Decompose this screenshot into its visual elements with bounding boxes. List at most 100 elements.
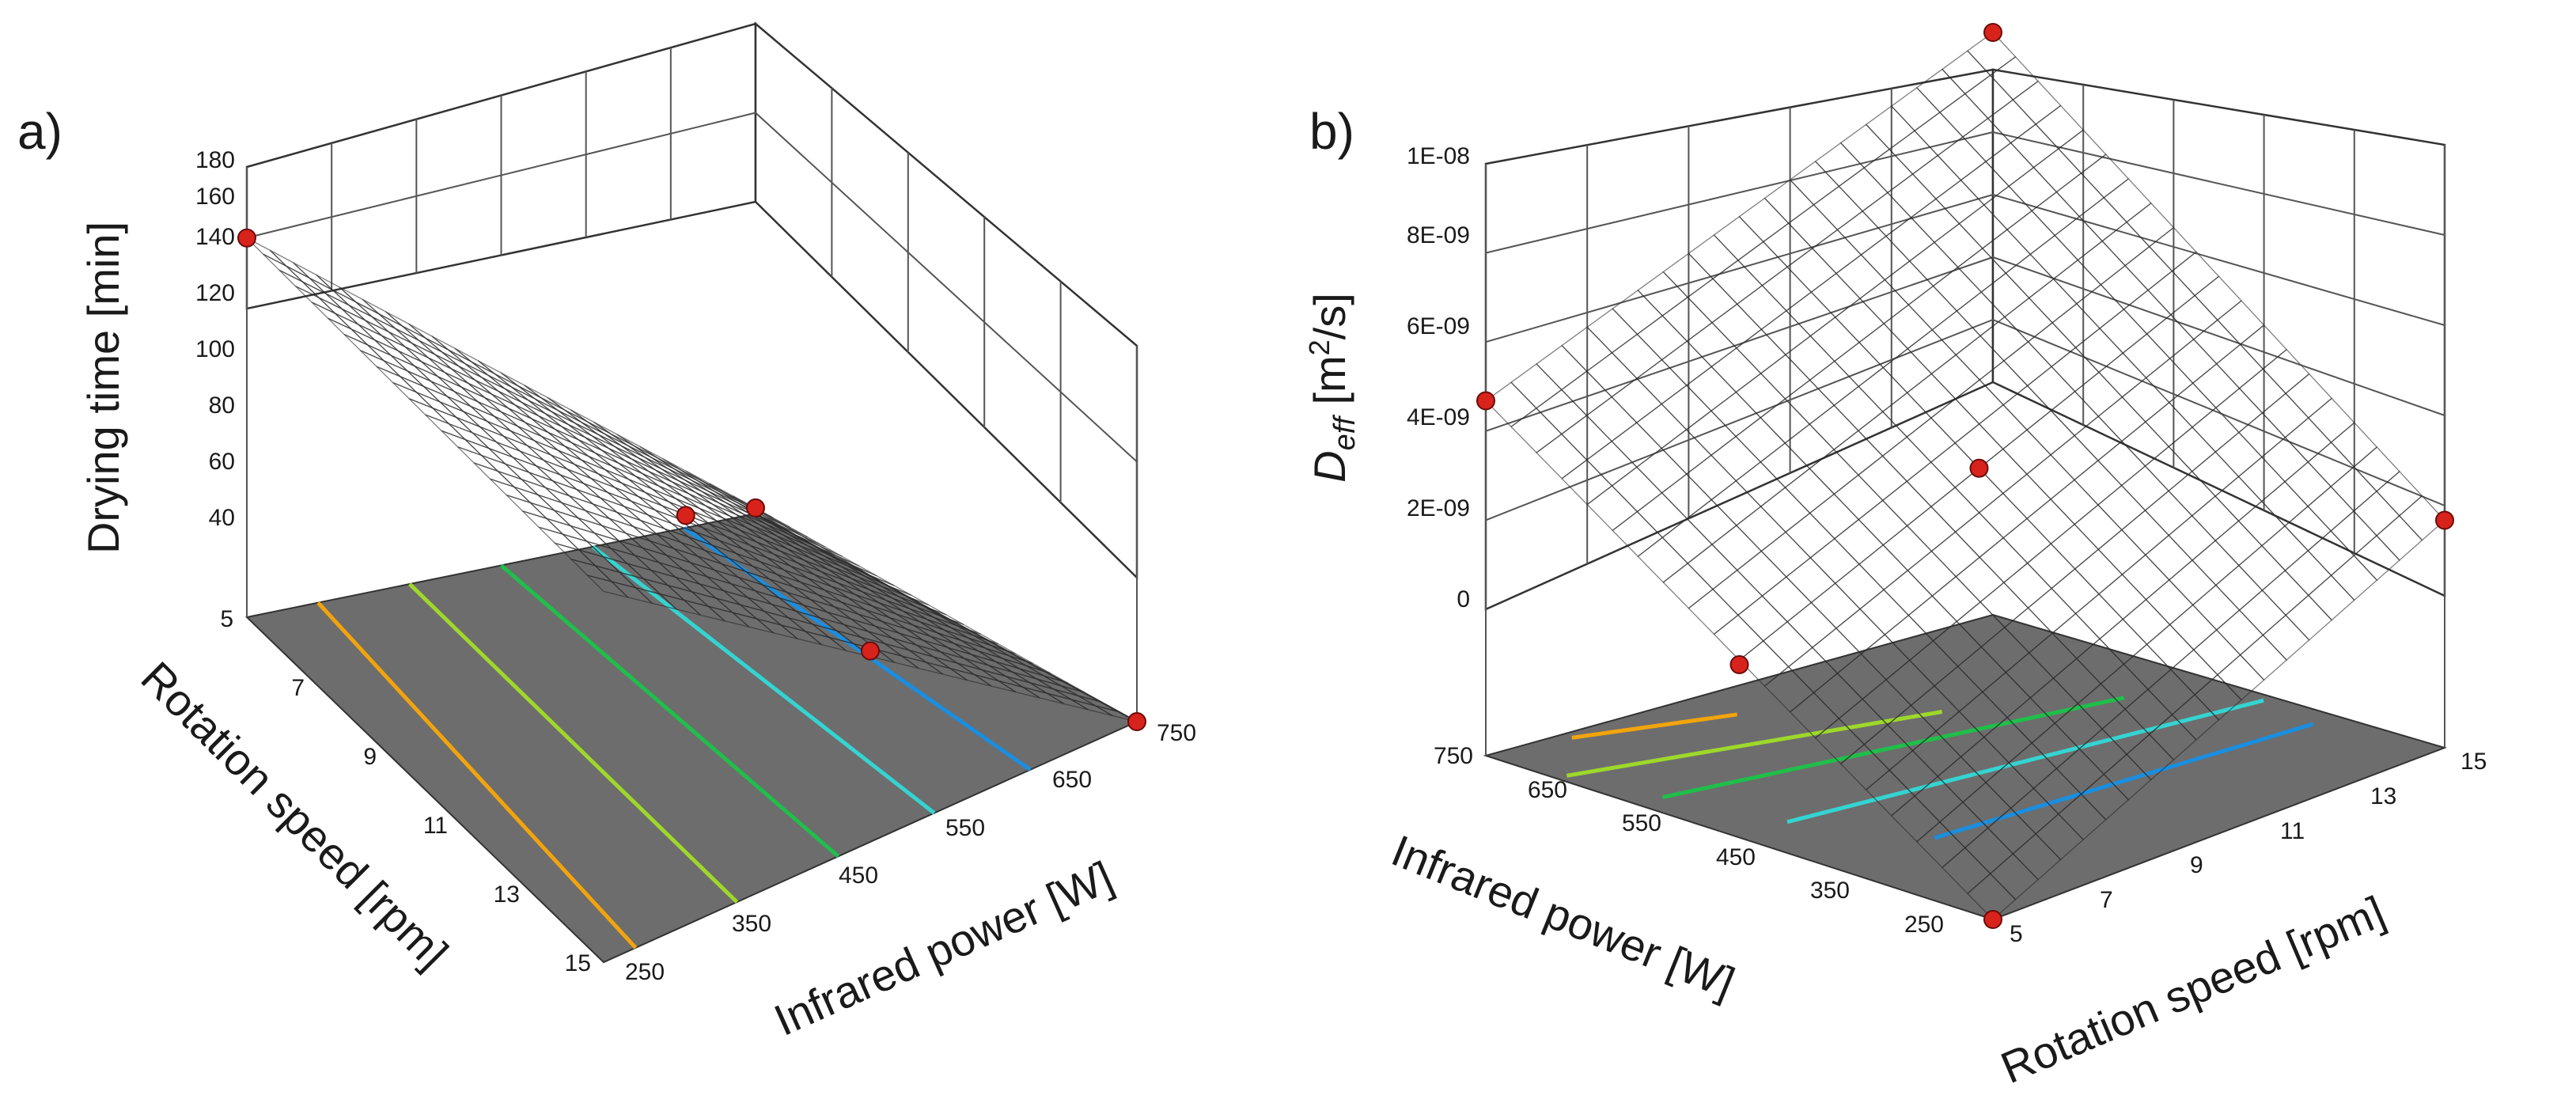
b-design-point (1969, 458, 1989, 478)
chart-a-x-tick: 250 (625, 959, 665, 985)
b-surface-cell (1712, 569, 1763, 616)
a-surface-cell (460, 386, 502, 413)
chart-b-z-axis-label-unit: [m (1305, 355, 1354, 417)
chart-b-z-axis-label-superscript: 2 (1303, 339, 1335, 355)
b-surface-cell (2122, 598, 2171, 646)
b-surface-cell (2120, 465, 2170, 511)
b-surface-cell (2145, 578, 2194, 626)
b-surface-cell (1786, 601, 1837, 649)
chart-a-x-tick: 450 (839, 862, 878, 889)
b-surface-cell (1736, 550, 1787, 597)
a-surface-cell (397, 350, 438, 377)
b-design-point (1476, 391, 1495, 411)
chart-a-x-tick: 550 (945, 815, 985, 841)
chart-b-x-tick: 550 (1622, 810, 1661, 836)
chart-a-z-tick: 180 (195, 147, 235, 173)
b-surface-cell (1906, 506, 1957, 552)
b-design-point (1983, 910, 2002, 929)
chart-b-x-tick: 450 (1716, 844, 1756, 870)
a-surface-cell (453, 391, 495, 417)
chart-b-y-tick: 13 (2370, 783, 2396, 809)
b-surface-cell (1737, 595, 1789, 642)
b-wall-gridline (1992, 131, 2445, 236)
a-contour-line (408, 582, 739, 904)
a-wall-gridline (246, 112, 756, 239)
b-design-point (2435, 510, 2454, 530)
chart-b-z-tick: 4E-09 (1407, 404, 1470, 430)
chart-b-x-tick: 650 (1528, 777, 1567, 803)
chart-a-x-tick: 750 (1157, 720, 1196, 746)
b-surface-cell (1906, 461, 1957, 508)
a-surface-cell (381, 335, 422, 362)
chart-a: 40 60 80 100 120 140 160 180 5 7 9 11 13… (17, 21, 1196, 1045)
chart-b-z-tick: 8E-09 (1407, 222, 1470, 248)
chart-b-z-tick: 0 (1457, 586, 1470, 612)
a-surface-cell (343, 333, 385, 362)
b-contour-line (1786, 698, 2264, 825)
a-surface-cell (501, 411, 542, 437)
b-surface-cell (1882, 525, 1933, 571)
chart-b-z-tick: 1E-08 (1407, 143, 1470, 169)
b-wall-gridline (1992, 194, 2445, 326)
chart-a-y-tick: 15 (565, 950, 591, 976)
a-surface-cell (446, 396, 488, 422)
b-surface-cell (1762, 620, 1813, 668)
a-surface-cell (557, 449, 599, 475)
chart-b-surface (1485, 32, 2445, 920)
b-design-point (1729, 655, 1749, 674)
b-surface-cell (1713, 614, 1764, 662)
b-surface-cell (2120, 510, 2170, 556)
chart-b-x-tick: 750 (1434, 743, 1473, 769)
a-surface-cell (407, 370, 448, 397)
chart-a-x-ticks: 250 350 450 550 650 750 (625, 720, 1196, 985)
a-surface-cell (367, 344, 408, 372)
b-surface-cell (2121, 554, 2170, 601)
b-surface-cell (1881, 436, 1932, 483)
b-wall-gridline (1992, 256, 2445, 416)
b-surface-cell (2097, 484, 2146, 531)
b-surface-cell (1858, 499, 1908, 546)
chart-a-y-tick: 9 (363, 744, 377, 770)
a-contour-line (316, 601, 638, 950)
a-surface-cell (614, 487, 656, 511)
a-surface-cell (383, 360, 424, 387)
a-surface-cell (415, 392, 457, 419)
a-surface-cell (390, 354, 431, 382)
a-surface-cell (341, 308, 382, 336)
a-surface-cell (438, 376, 479, 403)
a-surface-cell (423, 385, 464, 412)
b-contour-line (1566, 710, 1943, 778)
b-contour-line (1934, 722, 2314, 840)
b-surface-cell (1930, 531, 1981, 578)
b-surface-cell (2191, 540, 2240, 586)
b-wall-gridline (1485, 256, 1994, 432)
chart-b-y-tick: 5 (2010, 921, 2023, 947)
b-surface-cell (1688, 588, 1739, 635)
chart-b-x-axis-label: Infrared power [W] (1385, 825, 1742, 1008)
b-surface-cell (1810, 582, 1862, 629)
chart-a-back-wall-right (754, 21, 1138, 580)
a-surface-cell (597, 473, 639, 498)
chart-b-y-tick: 15 (2460, 749, 2487, 775)
a-surface-cell (638, 495, 680, 520)
chart-b-back-wall-right (1991, 68, 2446, 597)
chart-a-y-tick: 5 (220, 606, 233, 632)
b-surface-cell (1907, 550, 1957, 597)
b-surface-cell (1711, 525, 1763, 571)
chart-a-y-tick: 13 (494, 881, 520, 908)
chart-b-x-tick: 250 (1904, 912, 1944, 938)
b-surface-cell (2144, 534, 2193, 581)
b-surface-cell (1785, 556, 1836, 604)
chart-a-y-ticks: 5 7 9 11 13 15 (220, 606, 591, 976)
chart-b-y-axis-label: Rotation speed [rpm] (1994, 886, 2392, 1093)
b-surface-cell (2026, 543, 2076, 590)
chart-b: 0 2E-09 4E-09 6E-09 8E-09 1E-08 750 650 … (1303, 23, 2487, 1093)
a-surface-cell (358, 324, 399, 351)
a-surface-cell (550, 454, 592, 480)
a-surface-cell (360, 350, 401, 377)
a-surface-cell (604, 468, 646, 493)
b-surface-cell (1809, 537, 1860, 585)
chart-b-panel-label: b) (1309, 103, 1354, 160)
b-surface-cell (1637, 536, 1689, 583)
